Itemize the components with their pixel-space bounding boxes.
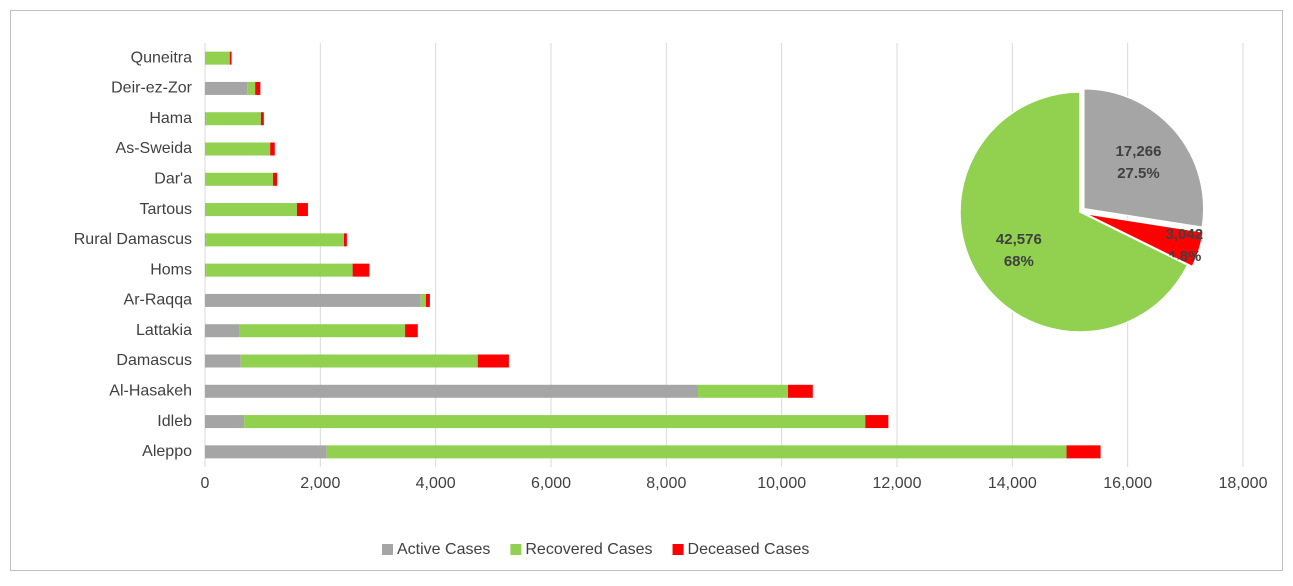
- pie-slice: [959, 91, 1189, 333]
- bar-segment: [205, 142, 271, 156]
- pie-percent-label: 68%: [1004, 253, 1034, 270]
- x-tick-label: 8,000: [646, 475, 686, 492]
- bar-segment: [205, 445, 327, 459]
- bar-segment: [477, 354, 509, 368]
- x-tick-label: 18,000: [1219, 475, 1268, 492]
- bar-segment: [1066, 445, 1101, 459]
- y-tick-label: Dar'a: [154, 171, 192, 188]
- legend-label: Active Cases: [397, 541, 490, 558]
- bar-segment: [205, 233, 207, 247]
- pie-value-label: 17,266: [1116, 143, 1162, 160]
- bar-segment: [206, 263, 353, 277]
- bar-segment: [205, 263, 207, 277]
- x-tick-label: 4,000: [416, 475, 456, 492]
- x-tick-label: 0: [201, 475, 210, 492]
- bar-segment: [244, 415, 866, 429]
- bar-segment: [205, 384, 699, 398]
- bar-segment: [260, 112, 264, 126]
- y-tick-label: Ar-Raqqa: [124, 292, 193, 309]
- y-tick-label: Tartous: [140, 201, 192, 218]
- y-tick-label: Lattakia: [136, 322, 192, 339]
- x-tick-label: 14,000: [988, 475, 1037, 492]
- bar-segment: [425, 293, 430, 307]
- bar-segment: [205, 172, 206, 186]
- legend-swatch: [510, 544, 522, 555]
- bar-segment: [247, 81, 256, 95]
- y-tick-label: As-Sweida: [116, 140, 193, 157]
- bar-segment: [698, 384, 789, 398]
- bar-segment: [205, 172, 274, 186]
- y-tick-label: Aleppo: [142, 443, 192, 460]
- bar-segment: [205, 51, 230, 65]
- bar-segment: [205, 112, 207, 126]
- bar-segment: [206, 112, 261, 126]
- bar-segment: [420, 293, 426, 307]
- y-tick-label: Homs: [150, 261, 192, 278]
- bar-segment: [296, 203, 308, 217]
- pie-value-label: 42,576: [996, 231, 1042, 248]
- legend-label: Deceased Cases: [688, 541, 810, 558]
- x-tick-label: 2,000: [300, 475, 340, 492]
- y-tick-label: Quneitra: [131, 49, 192, 66]
- bar-segment: [343, 233, 347, 247]
- bar-segment: [205, 324, 240, 338]
- x-tick-label: 16,000: [1103, 475, 1152, 492]
- bar-segment: [405, 324, 418, 338]
- bar-segment: [205, 51, 206, 65]
- x-tick-label: 10,000: [757, 475, 806, 492]
- bar-segment: [240, 354, 478, 368]
- y-tick-label: Idleb: [157, 413, 192, 430]
- legend-swatch: [672, 544, 684, 555]
- legend-swatch: [382, 544, 393, 555]
- pie-percent-label: 27.5%: [1117, 165, 1160, 182]
- bar-segment: [229, 51, 232, 65]
- bar-segment: [205, 293, 421, 307]
- bar-segment: [205, 354, 241, 368]
- bar-segment: [788, 384, 813, 398]
- legend-label: Recovered Cases: [525, 541, 652, 558]
- pie-value-label: 3,042: [1166, 226, 1204, 243]
- bar-segment: [205, 203, 297, 217]
- bar-segment: [352, 263, 370, 277]
- bar-segment: [205, 415, 245, 429]
- y-tick-label: Damascus: [116, 352, 192, 369]
- y-tick-label: Hama: [149, 110, 192, 127]
- pie-slice: [1084, 212, 1205, 268]
- y-tick-label: Al-Hasakeh: [109, 383, 192, 400]
- bar-segment: [205, 203, 206, 217]
- y-tick-label: Deir-ez-Zor: [111, 80, 193, 97]
- pie-slice: [1083, 87, 1205, 229]
- bar-segment: [206, 233, 344, 247]
- bar-segment: [255, 81, 261, 95]
- x-tick-label: 6,000: [531, 475, 571, 492]
- x-tick-label: 12,000: [873, 475, 922, 492]
- bar-segment: [273, 172, 278, 186]
- bar-segment: [865, 415, 889, 429]
- bar-segment: [205, 142, 206, 156]
- y-tick-label: Rural Damascus: [74, 231, 192, 248]
- bar-segment: [205, 81, 248, 95]
- bar-segment: [326, 445, 1067, 459]
- bar-segment: [239, 324, 406, 338]
- bar-segment: [270, 142, 275, 156]
